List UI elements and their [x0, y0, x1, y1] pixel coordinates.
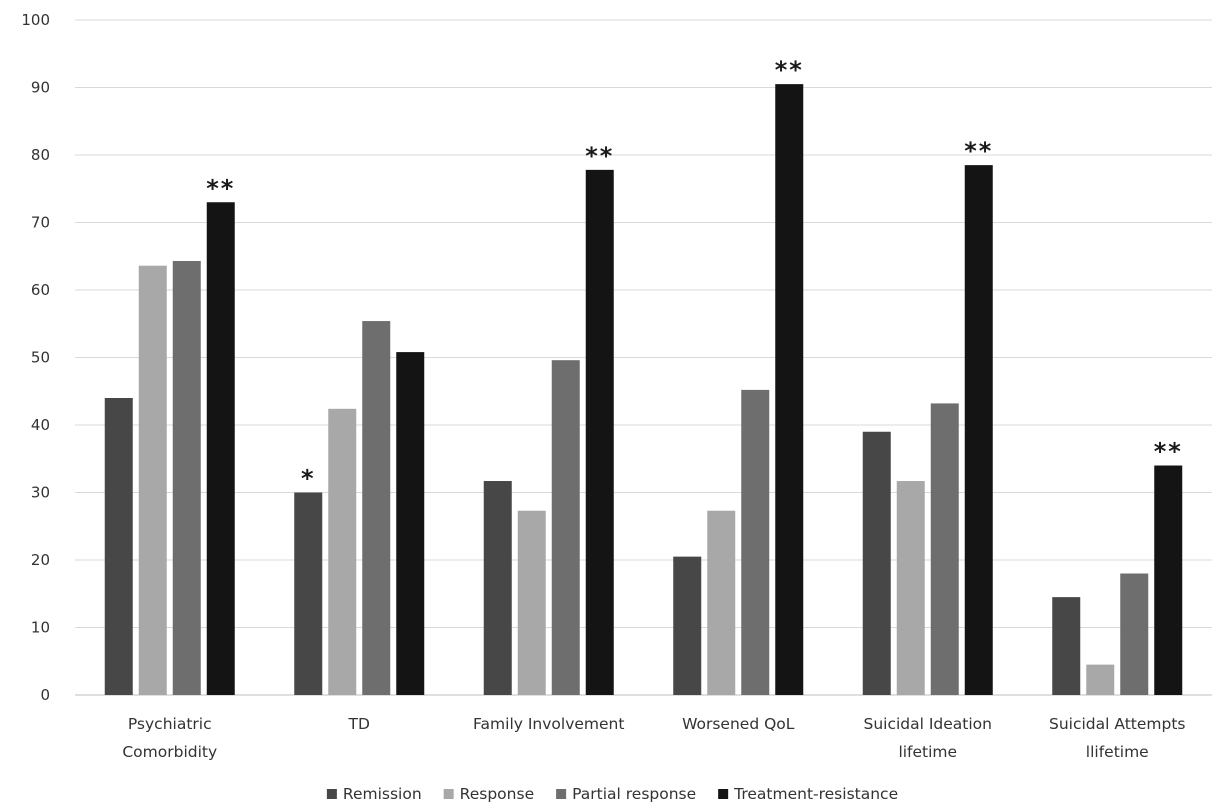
bar-remission	[862, 431, 891, 695]
bar-partial-response	[172, 260, 201, 695]
legend-swatch	[556, 789, 567, 799]
x-category-label: TD	[348, 715, 370, 733]
y-tick-label: 40	[31, 416, 50, 434]
x-category-label: lifetime	[898, 743, 957, 761]
bar-response	[517, 510, 546, 695]
bar-partial-response	[1120, 573, 1149, 695]
significance-marker: **	[964, 137, 993, 165]
bars	[104, 84, 1183, 696]
bar-remission	[294, 492, 323, 695]
legend-swatch	[443, 789, 454, 799]
x-axis-category-labels: Psychiatric Comorbidity TD Family Involveme…	[122, 715, 1185, 761]
y-tick-label: 80	[31, 146, 50, 164]
bar-remission	[104, 398, 133, 695]
bar-treatment-resistance	[585, 169, 614, 696]
y-axis-tick-labels: 0 10 20 30 40 50 60 70 80 90 100	[21, 11, 50, 704]
bar-treatment-resistance	[964, 165, 993, 695]
legend-label: Partial response	[572, 785, 696, 803]
bar-treatment-resistance	[775, 84, 804, 695]
significance-annotations: ***********	[206, 56, 1183, 493]
y-tick-label: 100	[21, 11, 50, 29]
legend-swatch	[326, 789, 337, 799]
significance-marker: **	[206, 174, 235, 202]
bar-response	[707, 510, 736, 695]
bar-treatment-resistance	[206, 202, 235, 695]
significance-marker: **	[585, 142, 614, 170]
legend-label: Remission	[343, 785, 422, 803]
bar-remission	[673, 556, 702, 695]
gridlines	[75, 19, 1212, 696]
y-tick-label: 50	[31, 349, 50, 367]
x-category-label: Family Involvement	[473, 715, 624, 733]
y-tick-label: 20	[31, 551, 50, 569]
legend-swatch	[718, 789, 729, 799]
y-tick-label: 90	[31, 79, 50, 97]
bar-treatment-resistance	[1154, 465, 1183, 695]
bar-treatment-resistance	[396, 352, 425, 695]
y-tick-label: 0	[40, 686, 50, 704]
legend-label: Response	[460, 785, 534, 803]
bar-remission	[1052, 597, 1081, 695]
bar-response	[896, 481, 925, 695]
bar-partial-response	[362, 321, 391, 695]
y-tick-label: 70	[31, 214, 50, 232]
bar-remission	[483, 481, 512, 695]
bar-partial-response	[551, 360, 580, 695]
legend: Remission Response Partial response Treatme…	[326, 785, 898, 803]
y-tick-label: 60	[31, 281, 50, 299]
bar-partial-response	[741, 389, 770, 695]
y-tick-label: 10	[31, 619, 50, 637]
x-category-label: Comorbidity	[122, 743, 217, 761]
x-category-label: Suicidal Ideation	[863, 715, 992, 733]
x-category-label: Suicidal Attempts	[1049, 715, 1185, 733]
legend-label: Treatment-resistance	[733, 785, 898, 803]
y-tick-label: 30	[31, 484, 50, 502]
x-category-label: Psychiatric	[128, 715, 212, 733]
bar-response	[1086, 664, 1115, 695]
significance-marker: *	[301, 465, 316, 493]
bar-response	[328, 408, 357, 695]
significance-marker: **	[1154, 438, 1183, 466]
significance-marker: **	[775, 56, 804, 84]
bar-partial-response	[930, 403, 959, 695]
x-category-label: llifetime	[1086, 743, 1149, 761]
bar-response	[138, 265, 167, 695]
x-category-label: Worsened QoL	[682, 715, 795, 733]
